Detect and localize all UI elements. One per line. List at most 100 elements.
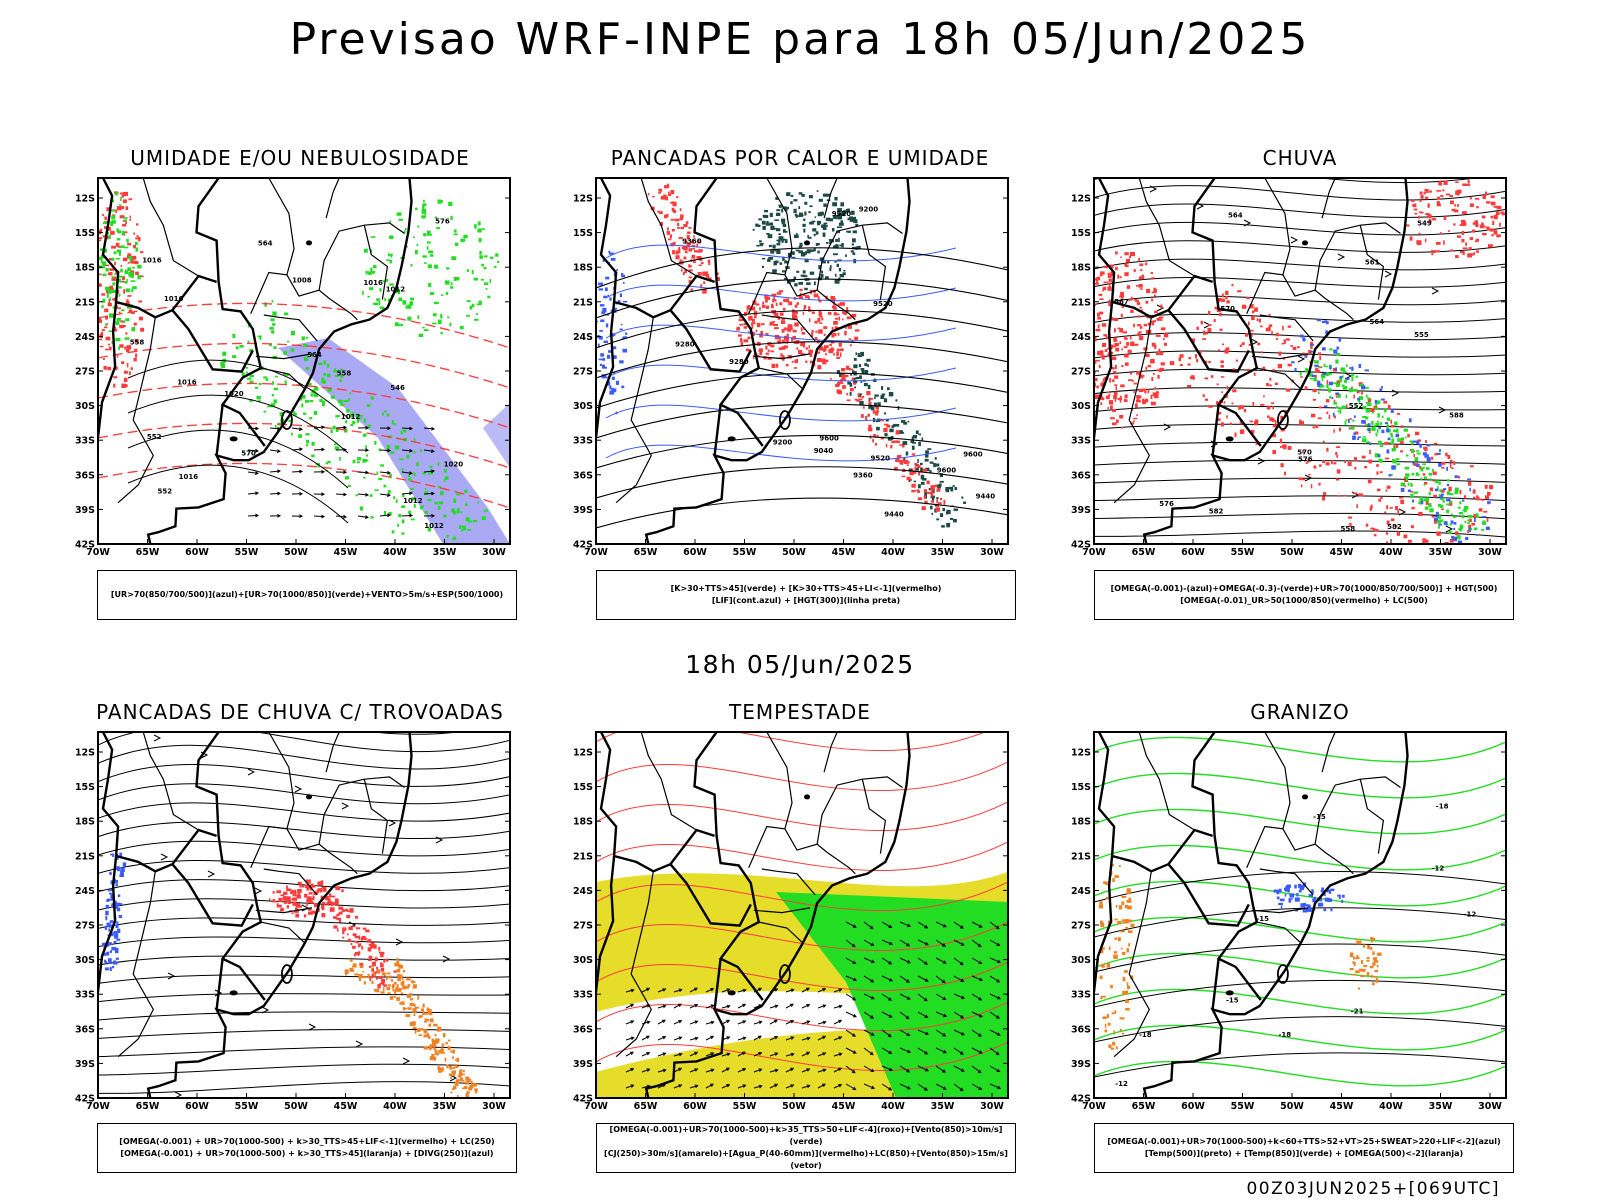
omega-orange-dot <box>1124 904 1128 909</box>
humidity-1000-850-dot <box>335 427 339 432</box>
temp-850-contour <box>1094 952 1506 979</box>
omega-orange-dot <box>1370 946 1373 950</box>
instability-red-dot <box>838 316 841 321</box>
rain-red-dot <box>1146 288 1151 294</box>
instability-green-dot <box>809 271 815 275</box>
moisture-red-dot <box>134 348 138 352</box>
rain-blue-dot <box>1387 437 1391 441</box>
instability-red-dot <box>914 462 917 466</box>
instability-green-dot <box>764 209 768 213</box>
instability-green-dot <box>838 267 842 272</box>
instability-red-dot <box>694 250 698 253</box>
lon-label: 30W <box>1478 547 1502 558</box>
rain-red-dot <box>1395 506 1399 510</box>
storm-orange-dot <box>387 984 392 987</box>
humidity-1000-850-dot <box>421 215 426 219</box>
rain-red-dot <box>1404 480 1408 482</box>
humidity-1000-850-dot <box>327 460 331 464</box>
instability-red-dot <box>808 349 813 354</box>
storm-red-dot <box>309 887 313 891</box>
moisture-red-dot <box>135 237 140 240</box>
rain-red-dot <box>1378 498 1381 502</box>
rain-red-dot <box>1317 417 1322 420</box>
rain-green-dot <box>1437 526 1440 529</box>
humidity-1000-850-dot <box>221 364 226 368</box>
wind-vector-head <box>387 448 392 453</box>
omega-orange-dot <box>1101 947 1105 950</box>
rain-red-dot <box>1208 361 1211 363</box>
wind-vector-head <box>255 513 260 518</box>
country-border <box>1167 309 1250 373</box>
lon-label: 60W <box>1181 1101 1205 1112</box>
humidity-1000-850-dot <box>437 199 442 204</box>
omega-orange-dot <box>1377 952 1382 956</box>
humidity-1000-850-dot <box>318 362 323 366</box>
storm-orange-dot <box>394 989 397 994</box>
instability-red-dot <box>777 340 782 344</box>
moisture-red-dot <box>111 279 117 281</box>
lifted-index-dot <box>620 323 623 326</box>
lake <box>804 794 811 800</box>
rain-red-dot <box>1137 315 1141 318</box>
storm-orange-dot <box>431 1053 435 1057</box>
humidity-1000-850-dot <box>116 238 121 241</box>
omega-orange-dot <box>1106 963 1111 968</box>
rain-red-dot <box>1384 511 1387 514</box>
lifted-index-dot <box>602 358 606 361</box>
instability-red-dot <box>707 259 711 263</box>
instability-green-dot <box>804 211 807 216</box>
instability-green-dot <box>772 269 777 273</box>
storm-orange-dot <box>359 965 364 968</box>
streamline-arrow <box>1257 457 1266 465</box>
rain-red-dot <box>1115 347 1120 352</box>
humidity-1000-850-dot <box>478 300 482 306</box>
lifted-index-dot <box>607 354 611 359</box>
humidity-1000-850-dot <box>359 506 364 511</box>
humidity-1000-850-dot <box>362 290 364 295</box>
panel-title-chuva: CHUVA <box>1262 146 1338 170</box>
instability-red-dot <box>770 350 775 353</box>
humidity-1000-850-dot <box>124 337 130 340</box>
instability-green-dot <box>782 223 787 228</box>
state-border <box>1359 779 1385 854</box>
lon-label: 45W <box>1330 1101 1354 1112</box>
wind-vector-head <box>942 1086 947 1090</box>
rain-red-dot <box>1205 332 1209 335</box>
moisture-red-dot <box>120 206 125 210</box>
rain-red-dot <box>1248 344 1251 346</box>
instability-green-dot <box>782 206 787 209</box>
rain-red-dot <box>1354 457 1358 462</box>
height-contour <box>1094 907 1506 938</box>
rain-red-dot <box>1425 213 1430 215</box>
rain-green-dot <box>1355 405 1358 410</box>
instability-green-dot <box>857 355 862 358</box>
instability-green-dot <box>864 370 869 374</box>
humidity-1000-850-dot <box>274 375 279 378</box>
humidity-1000-850-dot <box>110 222 113 227</box>
instability-red-dot <box>688 269 693 272</box>
divergence-blue-dot <box>114 947 119 952</box>
state-border <box>1282 828 1354 875</box>
wind-vector <box>935 1065 946 1073</box>
wind-vector-head <box>888 924 893 929</box>
moisture-red-dot <box>110 230 115 235</box>
omega-orange-dot <box>1113 951 1118 954</box>
lon-label: 50W <box>782 1101 806 1112</box>
wind-vector <box>291 470 303 473</box>
rain-red-dot <box>1462 247 1468 249</box>
instability-red-dot <box>772 298 775 303</box>
humidity-1000-850-dot <box>327 388 332 392</box>
rain-green-dot <box>1392 459 1397 464</box>
rain-red-dot <box>1260 403 1265 406</box>
instability-green-dot <box>961 496 964 499</box>
storm-orange-dot <box>459 1077 463 1082</box>
wind-vector-head <box>431 426 436 431</box>
instability-green-dot <box>759 243 763 247</box>
height-contour <box>596 466 1008 499</box>
wind-vector-head <box>888 978 893 982</box>
instability-green-dot <box>934 503 938 507</box>
storm-orange-dot <box>429 1044 433 1048</box>
rain-red-dot <box>1138 257 1141 262</box>
instability-red-dot <box>823 348 826 353</box>
rain-green-dot <box>1323 363 1326 367</box>
